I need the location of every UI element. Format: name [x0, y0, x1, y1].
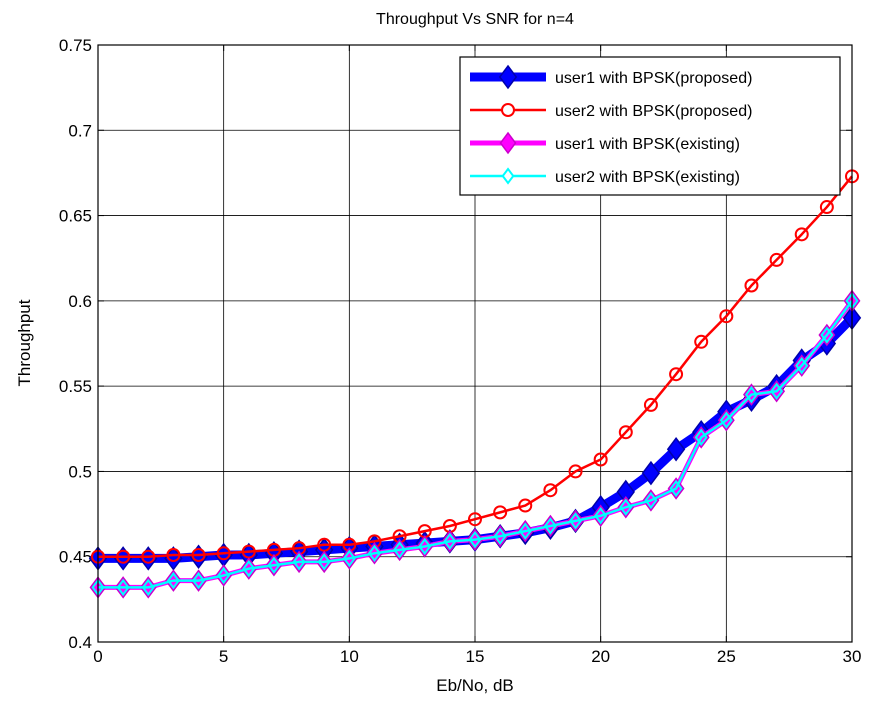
series-4-point [719, 411, 733, 429]
legend: user1 with BPSK(proposed) user2 with BPSK… [459, 56, 841, 196]
series-4-point [342, 549, 356, 568]
series-2-point [518, 498, 533, 513]
series-4-point [116, 578, 130, 597]
x-tick-label: 25 [717, 647, 736, 666]
series-4-point [569, 512, 583, 530]
series-4-point [644, 491, 658, 510]
series-2-point [719, 309, 734, 324]
series-4-point [267, 556, 281, 574]
series-4-point [317, 553, 331, 571]
series-2-point [216, 546, 231, 561]
series-layer [88, 169, 862, 599]
chart-title: Throughput Vs SNR for n=4 [376, 11, 574, 28]
x-tick-label: 20 [591, 647, 610, 666]
series-4-point [820, 326, 834, 344]
series-2-line [98, 175, 853, 558]
series-4-point [166, 571, 180, 590]
x-axis-label: Eb/No, dB [436, 676, 514, 695]
series-2-point [618, 425, 633, 440]
legend-label: user2 with BPSK(existing) [555, 169, 740, 186]
series-4-point [367, 544, 381, 562]
series-4-point [468, 530, 482, 549]
legend-swatch-marker [501, 167, 515, 185]
legend-item-3: user1 with BPSK(existing) [470, 131, 740, 155]
y-tick-label: 0.7 [68, 121, 92, 140]
y-tick-label: 0.4 [68, 633, 92, 652]
series-4-point [669, 479, 683, 498]
legend-swatch-marker [499, 131, 517, 155]
series-4-point [192, 571, 206, 590]
series-2-point [116, 549, 131, 564]
y-tick-label: 0.55 [59, 377, 92, 396]
legend-label: user2 with BPSK(proposed) [555, 103, 752, 120]
x-tick-label: 10 [340, 647, 359, 666]
plot-frame [97, 44, 853, 643]
series-2-point [493, 505, 508, 520]
series-2-point [669, 367, 684, 382]
series-2-point [166, 548, 181, 563]
series-2-point [643, 397, 658, 412]
series-2-point [769, 252, 784, 267]
legend-item-4: user2 with BPSK(existing) [470, 167, 740, 186]
series-4-point [694, 428, 708, 446]
series-2-point [141, 549, 156, 564]
series-4-point [543, 517, 557, 535]
series-4-point [141, 578, 155, 597]
legend-swatch-marker [501, 103, 515, 117]
series-2-point [794, 227, 809, 242]
series-4-point [744, 386, 758, 404]
series-1-point [666, 437, 686, 462]
legend-label: user1 with BPSK(proposed) [555, 70, 752, 87]
series-1-point [641, 460, 661, 486]
y-tick-label: 0.6 [68, 292, 92, 311]
series-2-point [819, 200, 834, 215]
legend-item-1: user1 with BPSK(proposed) [470, 64, 752, 90]
series-4-point [393, 541, 407, 559]
tick-labels: 0 5 10 15 20 25 30 0.4 0.45 0.5 0.55 0.6 0.65 0.7 0.75 [59, 36, 862, 666]
series-2-point [593, 452, 608, 467]
series-4-point [770, 382, 784, 400]
x-tick-label: 0 [93, 647, 102, 666]
series-4-point [418, 537, 432, 556]
series-2-point [468, 512, 482, 527]
series-2-point [744, 278, 759, 293]
x-tick-label: 30 [843, 647, 862, 666]
x-tick-label: 5 [219, 647, 228, 666]
series-2 [91, 169, 859, 564]
series-4-point [518, 522, 532, 540]
series-4 [91, 292, 859, 597]
series-4-point [594, 507, 608, 525]
series-4-point [217, 566, 231, 585]
series-4-point [493, 527, 507, 545]
y-tick-label: 0.45 [59, 548, 92, 567]
series-4-point [619, 498, 633, 516]
series-4-point [242, 559, 256, 578]
y-tick-label: 0.5 [68, 462, 92, 481]
legend-item-2: user2 with BPSK(proposed) [470, 103, 752, 120]
series-2-point [568, 464, 583, 479]
y-axis-label: Throughput [15, 299, 34, 386]
series-2-point [191, 548, 206, 563]
y-tick-label: 0.65 [59, 207, 92, 226]
series-4-point [443, 532, 457, 551]
series-4-line [98, 300, 854, 589]
series-2-point [543, 483, 558, 498]
series-2-point [694, 334, 709, 349]
y-tick-label: 0.75 [59, 36, 92, 55]
series-4-point [292, 553, 306, 571]
legend-label: user1 with BPSK(existing) [555, 136, 740, 153]
legend-swatch-marker [498, 64, 518, 90]
x-tick-label: 15 [466, 647, 485, 666]
series-4-point [795, 357, 809, 375]
